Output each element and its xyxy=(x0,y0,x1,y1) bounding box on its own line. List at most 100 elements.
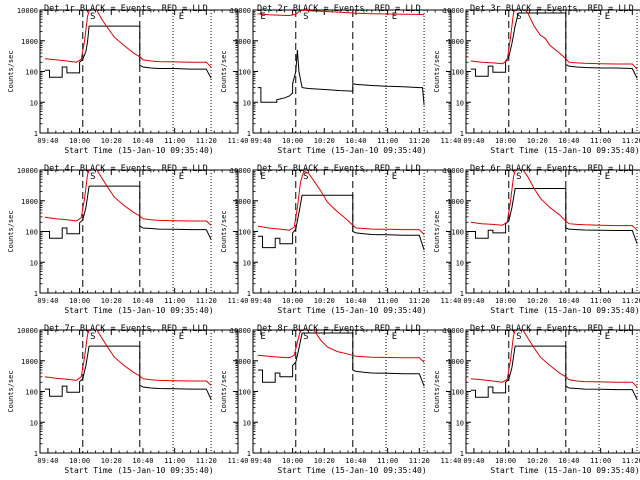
x-tick-label: 10:40 xyxy=(558,457,579,465)
x-tick-label: 10:00 xyxy=(282,297,303,305)
x-tick-label: 11:00 xyxy=(164,297,185,305)
y-tick-label: 10000 xyxy=(443,7,464,15)
x-axis-label: Start Time (15-Jan-10 09:35:40) xyxy=(64,466,213,475)
y-tick-label: 10 xyxy=(456,99,464,107)
plot-frame xyxy=(252,9,452,134)
series-lld-line xyxy=(470,10,638,70)
x-tick-label: 10:40 xyxy=(345,137,366,145)
y-tick-label: 10000 xyxy=(230,327,251,335)
marker-label: S xyxy=(90,172,95,182)
x-tick-label: 10:00 xyxy=(495,137,516,145)
detector-panel-4: Det 4r BLACK = Events, RED = LLD11010010… xyxy=(7,164,249,315)
y-tick-label: 1000 xyxy=(21,198,38,206)
x-tick-label: 10:00 xyxy=(282,137,303,145)
x-tick-label: 10:40 xyxy=(558,297,579,305)
series-lld-line xyxy=(257,170,425,235)
x-tick-label: 10:20 xyxy=(527,137,548,145)
detector-panel-6: Det 6r BLACK = Events, RED = LLD 1 10 100 10… xyxy=(433,164,640,315)
x-tick-label: 11:20 xyxy=(409,457,430,465)
x-tick-label: 11:20 xyxy=(196,457,217,465)
marker-label: E xyxy=(392,12,397,22)
y-tick-label: 1000 xyxy=(447,358,464,366)
panel-title: Det 9r BLACK = Events, RED = LLD xyxy=(470,324,634,334)
x-tick-label: 11:40 xyxy=(440,137,461,145)
y-axis-label: Counts/sec xyxy=(220,210,228,252)
x-tick-label: 11:20 xyxy=(622,457,640,465)
y-tick-label: 10000 xyxy=(230,167,251,175)
y-tick-label: 10000 xyxy=(17,7,38,15)
y-tick-label: 10 xyxy=(456,419,464,427)
y-axis-label: Counts/sec xyxy=(7,210,15,252)
x-axis-label: Start Time (15-Jan-10 09:35:40) xyxy=(490,146,639,155)
x-tick-label: 10:20 xyxy=(101,457,122,465)
marker-label: E xyxy=(605,172,610,182)
x-tick-label: 11:00 xyxy=(377,457,398,465)
x-tick-label: 11:20 xyxy=(622,297,640,305)
x-tick-label: 09:40 xyxy=(37,457,58,465)
y-tick-label: 10 xyxy=(243,419,251,427)
panel-title: Det 7r BLACK = Events, RED = LLD xyxy=(44,324,208,334)
series-events-line xyxy=(44,345,212,400)
plot-frame xyxy=(465,329,640,454)
marker-label: S xyxy=(90,12,95,22)
y-tick-label: 1 xyxy=(34,450,38,458)
y-tick-label: 10 xyxy=(243,259,251,267)
marker-label: E xyxy=(605,12,610,22)
x-tick-label: 11:00 xyxy=(164,137,185,145)
y-tick-label: 10000 xyxy=(230,7,251,15)
marker-label: S xyxy=(90,332,95,342)
marker-label: E xyxy=(260,12,265,22)
y-tick-label: 10000 xyxy=(443,167,464,175)
y-tick-label: 100 xyxy=(451,389,464,397)
marker-label: S xyxy=(303,332,308,342)
plot-frame xyxy=(39,169,239,294)
series-lld-line xyxy=(257,10,425,17)
y-tick-label: 1 xyxy=(34,130,38,138)
panel-title: Det 8r BLACK = Events, RED = LLD xyxy=(257,324,421,334)
marker-label: E xyxy=(179,172,184,182)
y-tick-label: 1000 xyxy=(234,358,251,366)
x-tick-label: 10:00 xyxy=(69,297,90,305)
detector-panel-9: Det 9r BLACK = Events, RED = LLD 1 10 100 10… xyxy=(433,324,640,475)
x-tick-label: 09:40 xyxy=(37,137,58,145)
marker-label: E xyxy=(392,332,397,342)
panel-title: Det 2r BLACK = Events, RED = LLD xyxy=(257,4,421,14)
x-tick-label: 09:40 xyxy=(463,297,484,305)
x-tick-label: 10:00 xyxy=(69,457,90,465)
marker-label: S xyxy=(516,332,521,342)
x-tick-label: 11:00 xyxy=(590,137,611,145)
detector-panel-7: Det 7r BLACK = Events, RED = LLD11010010… xyxy=(7,324,249,475)
x-tick-label: 10:20 xyxy=(314,457,335,465)
y-tick-label: 1000 xyxy=(234,38,251,46)
series-lld-line xyxy=(257,330,425,363)
x-tick-label: 09:40 xyxy=(37,297,58,305)
y-axis-label: Counts/sec xyxy=(7,50,15,92)
y-tick-label: 1 xyxy=(247,450,251,458)
y-tick-label: 10000 xyxy=(17,327,38,335)
y-axis-label: Counts/sec xyxy=(7,370,15,412)
panel-title: Det 5r BLACK = Events, RED = LLD xyxy=(257,164,421,174)
x-tick-label: 11:00 xyxy=(590,457,611,465)
x-tick-label: 10:40 xyxy=(132,297,153,305)
panel-title: Det 6r BLACK = Events, RED = LLD xyxy=(470,164,634,174)
y-tick-label: 10 xyxy=(456,259,464,267)
y-tick-label: 100 xyxy=(238,389,251,397)
x-axis-label: Start Time (15-Jan-10 09:35:40) xyxy=(277,146,426,155)
series-lld-line xyxy=(44,10,212,68)
y-tick-label: 100 xyxy=(25,229,38,237)
x-axis-label: Start Time (15-Jan-10 09:35:40) xyxy=(277,466,426,475)
x-tick-label: 10:40 xyxy=(132,457,153,465)
x-axis-label: Start Time (15-Jan-10 09:35:40) xyxy=(64,146,213,155)
x-axis-label: Start Time (15-Jan-10 09:35:40) xyxy=(277,306,426,315)
marker-label: S xyxy=(303,12,308,22)
x-axis-label: Start Time (15-Jan-10 09:35:40) xyxy=(64,306,213,315)
marker-label: S xyxy=(303,172,308,182)
series-events-line xyxy=(44,25,212,79)
x-tick-label: 11:40 xyxy=(227,137,248,145)
x-tick-label: 10:20 xyxy=(527,457,548,465)
series-lld-line xyxy=(470,330,638,388)
x-tick-label: 10:20 xyxy=(101,137,122,145)
marker-label: S xyxy=(516,172,521,182)
plot-frame xyxy=(39,9,239,134)
x-tick-label: 11:20 xyxy=(622,137,640,145)
